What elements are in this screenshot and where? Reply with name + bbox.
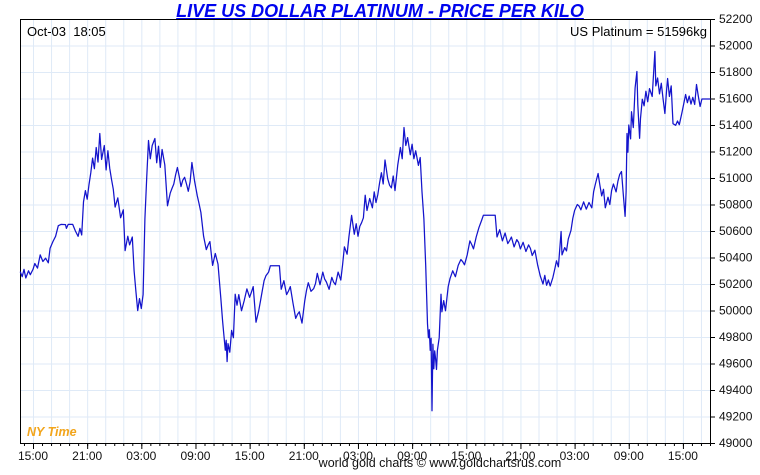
x-tick-label: 15:00 — [668, 449, 698, 463]
x-tick-label: 09:00 — [180, 449, 210, 463]
y-tick-label: 51400 — [719, 118, 753, 132]
page-title: LIVE US DOLLAR PLATINUM - PRICE PER KILO — [176, 1, 584, 21]
x-tick-label: 21:00 — [72, 449, 102, 463]
y-tick-label: 49600 — [719, 357, 753, 371]
gridlines — [20, 19, 710, 443]
y-tick-label: 50800 — [719, 198, 753, 212]
y-axis-labels: 49000 49200 49400 49600 49800 50000 50200 50400… — [719, 12, 753, 450]
x-tick-label: 21:00 — [289, 449, 319, 463]
y-tick-label: 50400 — [719, 251, 753, 265]
y-tick-label: 49200 — [719, 410, 753, 424]
x-tick-label: 03:00 — [126, 449, 156, 463]
y-tick-label: 49400 — [719, 383, 753, 397]
y-tick-label: 50200 — [719, 277, 753, 291]
ny-time-label: NY Time — [27, 425, 77, 439]
x-tick-label: 15:00 — [235, 449, 265, 463]
x-tick-label: 03:00 — [560, 449, 590, 463]
x-tick-label: 09:00 — [397, 449, 427, 463]
x-axis-labels: 15:00 21:00 03:00 09:00 15:00 21:00 03:00 09:00… — [18, 449, 698, 463]
y-tick-label: 51600 — [719, 92, 753, 106]
y-tick-label: 52000 — [719, 39, 753, 53]
y-tick-label: 51000 — [719, 171, 753, 185]
y-tick-label: 50000 — [719, 304, 753, 318]
y-tick-label: 51200 — [719, 145, 753, 159]
x-tick-label: 15:00 — [18, 449, 48, 463]
price-readout: US Platinum = 51596kg — [570, 24, 707, 39]
y-tick-label: 50600 — [719, 224, 753, 238]
copyright-label: world gold charts © www.goldchartsrus.co… — [318, 456, 562, 470]
price-line — [19, 50, 711, 412]
plot-border — [20, 19, 711, 444]
datetime-label: Oct-03 18:05 — [27, 24, 106, 39]
y-tick-label: 51800 — [719, 65, 753, 79]
y-tick-label: 49800 — [719, 330, 753, 344]
x-tick-label: 15:00 — [451, 449, 481, 463]
y-tick-label: 49000 — [719, 436, 753, 450]
x-tick-label: 03:00 — [343, 449, 373, 463]
x-tick-label: 09:00 — [614, 449, 644, 463]
y-tick-label: 52200 — [719, 12, 753, 26]
x-tick-label: 21:00 — [505, 449, 535, 463]
